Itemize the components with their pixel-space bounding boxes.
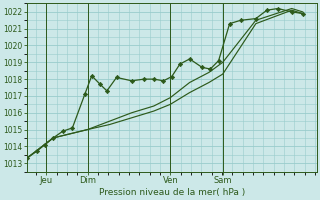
X-axis label: Pression niveau de la mer( hPa ): Pression niveau de la mer( hPa ) — [99, 188, 245, 197]
